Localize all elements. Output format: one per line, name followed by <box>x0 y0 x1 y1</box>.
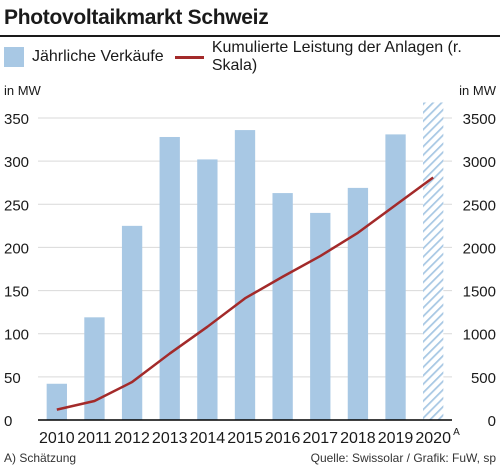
y-axis-label-left: in MW <box>4 83 42 98</box>
bar <box>159 136 180 421</box>
y-tick-label-left: 0 <box>4 413 12 430</box>
bar-estimated <box>423 102 444 421</box>
y-tick-label-right: 2000 <box>463 240 496 257</box>
y-tick-label-left: 250 <box>4 197 29 214</box>
bar <box>46 383 67 420</box>
legend-bars-label: Jährliche Verkäufe <box>32 48 164 65</box>
x-tick-label: 2012 <box>114 430 150 447</box>
y-axis-label-right: in MW <box>459 83 497 98</box>
bar <box>385 134 406 420</box>
bar <box>310 212 331 420</box>
legend-line-swatch <box>175 55 204 59</box>
x-tick-label: 2016 <box>265 430 301 447</box>
y-tick-label-left: 50 <box>4 370 21 387</box>
title-divider <box>0 35 500 37</box>
y-tick-label-left: 100 <box>4 327 29 344</box>
bar <box>121 225 143 420</box>
chart-title: Photovoltaikmarkt Schweiz <box>4 6 269 29</box>
legend-bar-swatch <box>4 47 24 67</box>
y-tick-label-left: 350 <box>4 111 29 128</box>
y-tick-label-left: 200 <box>4 240 29 257</box>
legend-item-bars: Jährliche Verkäufe <box>4 44 164 70</box>
x-tick-label: 2020 <box>415 430 451 447</box>
y-tick-label-right: 500 <box>471 370 496 387</box>
x-tick-label: 2014 <box>190 430 226 447</box>
x-tick-footnote-marker: A <box>453 427 460 438</box>
bar <box>272 193 293 420</box>
bar <box>84 317 105 420</box>
footnote: A) Schätzung <box>4 451 77 465</box>
legend-item-line: Kumulierte Leistung der Anlagen (r. Skal… <box>175 39 500 74</box>
legend: Jährliche Verkäufe Kumulierte Leistung d… <box>0 39 500 74</box>
x-tick-label: 2018 <box>340 430 376 447</box>
legend-line-label: Kumulierte Leistung der Anlagen (r. Skal… <box>211 39 462 74</box>
x-tick-label: 2017 <box>302 430 338 447</box>
y-tick-label-right: 3500 <box>463 111 496 128</box>
y-tick-label-right: 0 <box>488 413 496 430</box>
y-tick-label-left: 300 <box>4 154 29 171</box>
bar <box>347 187 369 420</box>
x-tick-label: 2011 <box>77 430 112 447</box>
x-tick-label: 2019 <box>378 430 414 447</box>
y-tick-label-left: 150 <box>4 284 29 301</box>
bar <box>197 159 218 420</box>
x-tick-label: 2015 <box>227 430 263 447</box>
y-tick-label-right: 3000 <box>463 154 496 171</box>
y-tick-label-right: 1000 <box>463 327 496 344</box>
source-credit: Quelle: Swissolar / Grafik: FuW, sp <box>310 451 496 465</box>
x-tick-label: 2013 <box>152 430 188 447</box>
y-tick-label-right: 2500 <box>463 197 496 214</box>
x-tick-label: 2010 <box>39 430 75 447</box>
y-tick-label-right: 1500 <box>463 284 496 301</box>
bar <box>234 130 256 420</box>
